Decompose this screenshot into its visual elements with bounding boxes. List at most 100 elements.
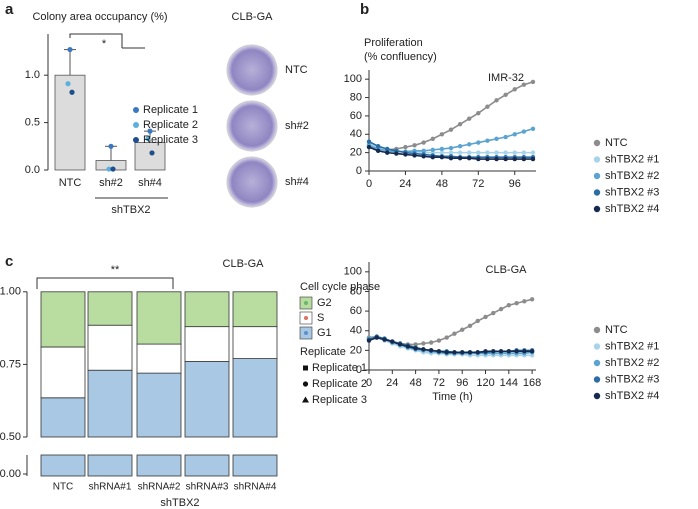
bar-base	[232, 454, 278, 477]
point	[444, 335, 449, 340]
point	[485, 104, 490, 109]
legend-marker	[593, 343, 601, 350]
point	[521, 82, 527, 87]
point	[421, 140, 426, 145]
point	[366, 338, 372, 343]
point	[460, 350, 465, 355]
point	[522, 349, 527, 354]
legend-marker	[593, 205, 601, 213]
point	[521, 129, 527, 134]
sig-bracket	[36, 277, 174, 289]
point	[512, 132, 517, 137]
point	[530, 126, 536, 131]
series-line	[368, 81, 534, 151]
y-tick-label: 60	[350, 305, 362, 317]
point	[512, 150, 517, 155]
legend-label: shTBX2 #1	[605, 340, 659, 352]
point	[403, 152, 408, 157]
x-tick-label: 120	[476, 377, 494, 389]
legend-label: shTBX2 #3	[605, 373, 659, 385]
x-tick-label: 0	[366, 377, 372, 389]
x-tick-label: 144	[500, 377, 518, 389]
point	[485, 150, 490, 155]
legend-label: NTC	[605, 324, 628, 336]
point	[421, 154, 426, 159]
y-tick-label: 0	[356, 165, 362, 177]
y-tick-label: 0.0	[25, 164, 40, 176]
point	[483, 314, 488, 320]
point	[476, 156, 481, 162]
point	[529, 297, 535, 302]
y-tick-label: 80	[350, 285, 362, 297]
replicate-marker	[302, 396, 309, 403]
point	[428, 348, 434, 353]
replicate-label: Replicate 3	[312, 394, 367, 406]
point	[412, 153, 417, 158]
point	[494, 156, 499, 162]
point	[375, 144, 381, 149]
point	[439, 150, 445, 155]
subtitle: CLB-GA	[486, 264, 528, 276]
y-tick-label: 1.00	[0, 286, 21, 298]
bar-segment	[232, 358, 278, 438]
chart-title: CLB-GA	[223, 258, 265, 270]
x-tick-label: sh#4	[138, 177, 162, 189]
point	[476, 140, 481, 145]
point	[467, 350, 473, 355]
plate-label: sh#2	[285, 120, 309, 132]
legend-label: Replicate 1	[143, 104, 198, 116]
legend-marker	[133, 137, 139, 143]
point	[491, 310, 496, 316]
replicate-dot	[65, 81, 71, 87]
y-tick-label: 40	[350, 128, 362, 140]
series-line	[368, 336, 533, 357]
point	[366, 139, 372, 144]
sig-bracket	[69, 33, 145, 49]
x-axis-label: Time (h)	[432, 391, 473, 403]
legend-label: NTC	[605, 137, 628, 149]
point	[375, 148, 381, 153]
bar-segment	[87, 324, 133, 371]
point	[521, 150, 527, 155]
point	[467, 142, 472, 147]
x-tick-label: 168	[523, 377, 541, 389]
replicate-legend-title: Replicate	[300, 346, 346, 358]
panel-label: b	[360, 1, 369, 18]
point	[421, 148, 426, 153]
legend-marker	[593, 156, 601, 163]
legend-marker	[593, 172, 601, 180]
y-tick-label: 100	[344, 266, 362, 278]
point	[448, 155, 454, 161]
bar-segment	[40, 397, 86, 438]
point	[457, 144, 463, 149]
y-tick-label: 60	[350, 110, 362, 122]
y-axis-label: (% confluency)	[364, 51, 437, 63]
x-tick-label: 72	[433, 377, 445, 389]
legend-label: Replicate 2	[143, 119, 198, 131]
point	[512, 156, 517, 162]
legend-marker	[593, 189, 601, 196]
point	[476, 150, 481, 155]
legend-label: Replicate 3	[143, 134, 198, 146]
replicate-dot	[145, 136, 151, 142]
bar-segment	[136, 372, 182, 438]
point	[522, 299, 527, 304]
plate-label: sh#4	[285, 176, 309, 188]
point	[503, 150, 508, 155]
plate-image	[226, 100, 278, 152]
x-tick-label: sh#2	[99, 177, 123, 189]
legend-label: shTBX2 #4	[605, 203, 659, 215]
bar-segment	[87, 291, 133, 326]
group-label: shTBX2	[160, 497, 199, 509]
replicate-label: Replicate 1	[312, 362, 367, 374]
point	[439, 146, 445, 152]
point	[506, 349, 512, 354]
y-tick-label: 0.50	[0, 431, 21, 443]
legend-marker	[133, 122, 139, 128]
bar-base	[87, 454, 133, 477]
replicate-marker	[303, 365, 308, 371]
point	[457, 155, 463, 161]
replicate-label: Replicate 2	[312, 378, 367, 390]
point	[529, 349, 535, 354]
legend-label: G1	[317, 327, 332, 339]
